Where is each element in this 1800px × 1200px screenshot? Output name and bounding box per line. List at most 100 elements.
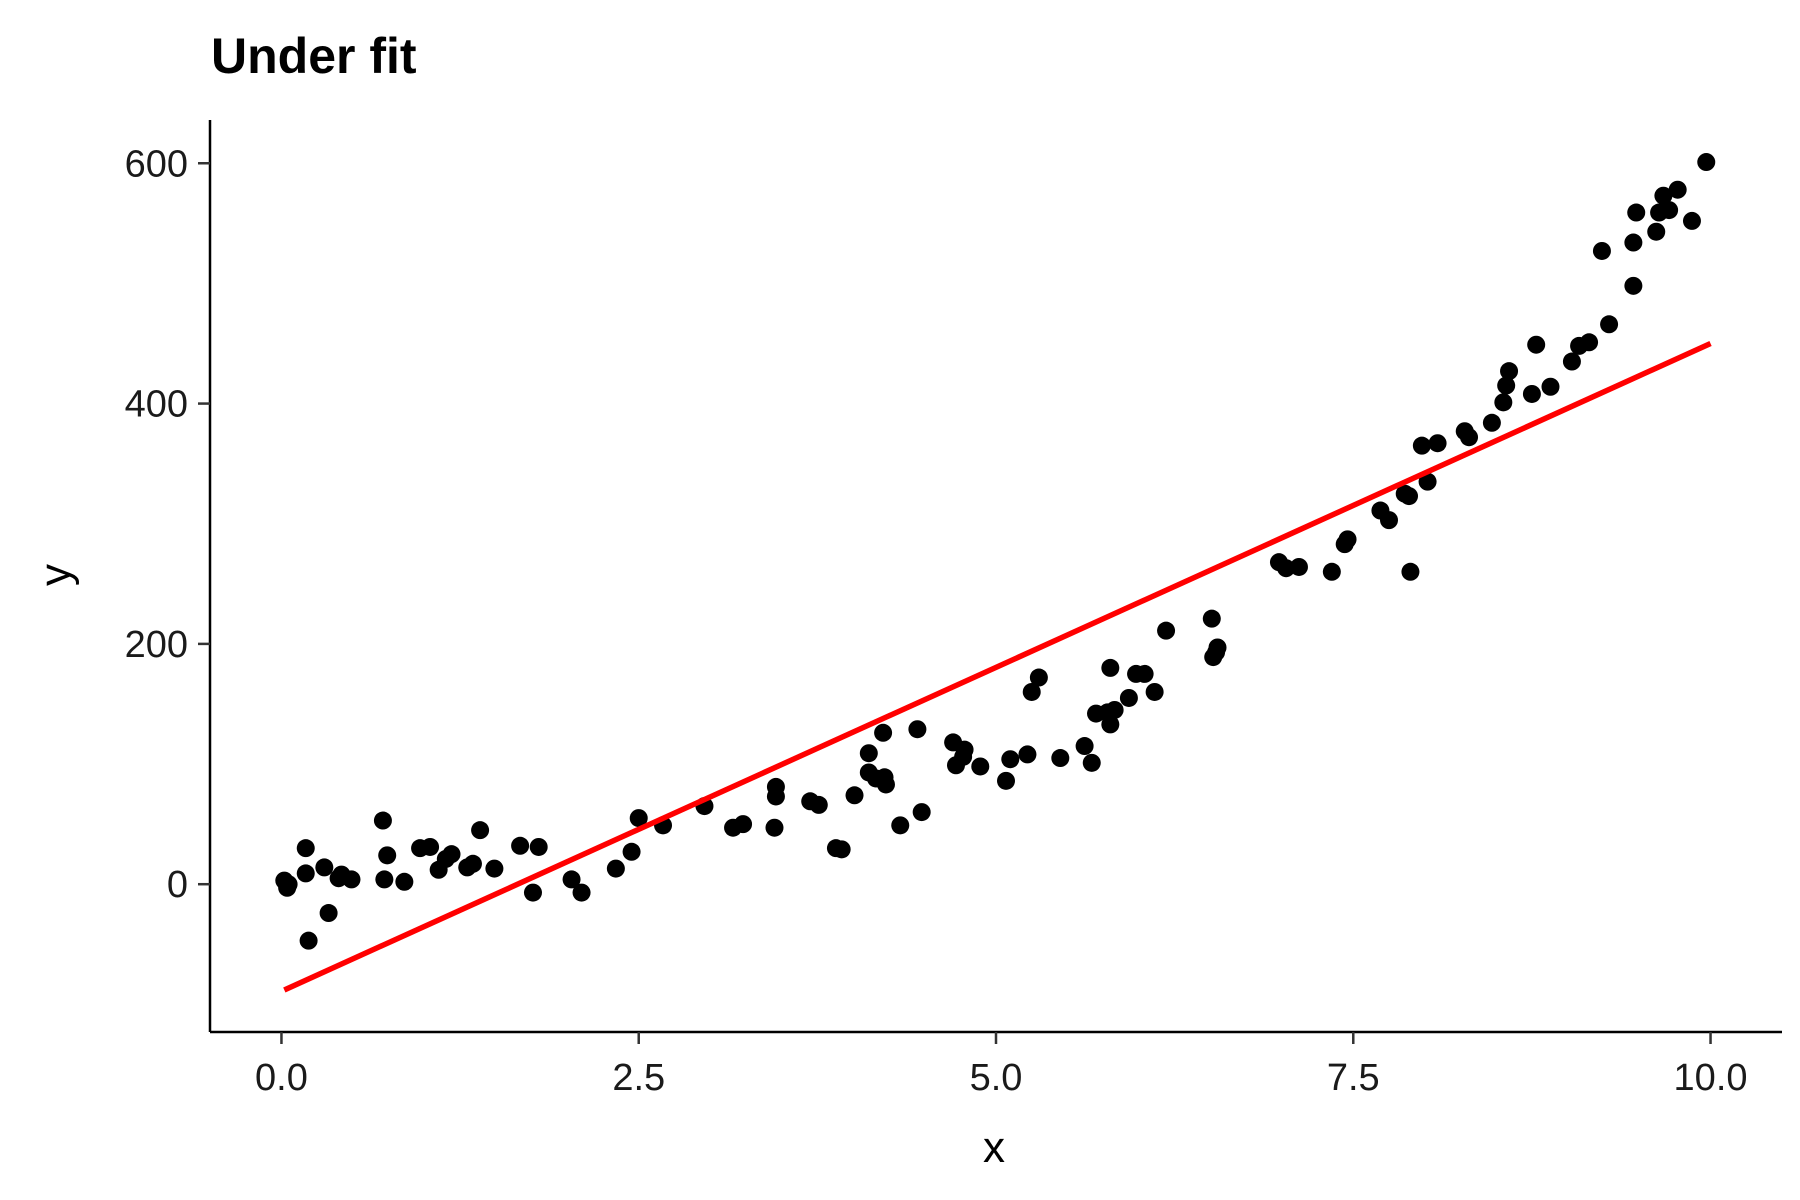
data-point: [1401, 562, 1420, 581]
data-point: [378, 846, 397, 865]
x-tick-label: 10.0: [1674, 1057, 1748, 1099]
data-point: [1018, 745, 1037, 764]
data-point: [1647, 222, 1666, 241]
data-point: [1400, 487, 1419, 506]
data-point: [296, 864, 315, 883]
x-axis-ticks: 0.0 2.5 5.0 7.5 10.0: [255, 1032, 1748, 1099]
data-point: [874, 723, 893, 742]
data-point: [1482, 413, 1501, 432]
data-point: [1119, 688, 1138, 707]
data-point: [1338, 530, 1357, 549]
data-point: [1592, 241, 1611, 260]
data-point: [908, 720, 927, 739]
y-tick-label: 600: [125, 143, 188, 185]
data-point: [1029, 668, 1048, 687]
data-point: [1145, 682, 1164, 701]
data-point: [342, 870, 361, 889]
x-tick-label: 0.0: [255, 1057, 308, 1099]
data-point: [1082, 753, 1101, 772]
data-point: [395, 872, 414, 891]
data-point: [463, 854, 482, 873]
scatter-points: [275, 153, 1716, 950]
data-point: [485, 859, 504, 878]
data-point: [891, 816, 910, 835]
data-point: [373, 811, 392, 830]
data-point: [766, 777, 785, 796]
y-tick-label: 200: [125, 624, 188, 666]
data-point: [1494, 393, 1513, 412]
data-point: [572, 883, 591, 902]
data-point: [734, 815, 753, 834]
data-point: [1289, 557, 1308, 576]
data-point: [1522, 384, 1541, 403]
y-tick-label: 400: [125, 384, 188, 426]
data-point: [1322, 562, 1341, 581]
data-point: [1654, 186, 1673, 205]
data-point: [1157, 621, 1176, 640]
data-point: [1101, 658, 1120, 677]
data-point: [1418, 472, 1437, 491]
data-point: [1562, 352, 1581, 371]
y-axis-ticks: 0 200 400 600: [125, 143, 210, 906]
fit-line: [283, 340, 1712, 993]
x-tick-label: 7.5: [1327, 1057, 1380, 1099]
data-point: [765, 818, 784, 837]
y-axis-title: y: [31, 564, 80, 586]
data-point: [629, 809, 648, 828]
data-point: [971, 757, 990, 776]
data-point: [1380, 511, 1398, 530]
x-axis-title: x: [983, 1123, 1005, 1172]
data-point: [845, 786, 864, 805]
data-point: [1697, 153, 1716, 172]
data-point: [1500, 362, 1519, 381]
data-point: [1497, 376, 1516, 395]
data-point: [1627, 203, 1646, 222]
data-point: [876, 775, 895, 794]
data-point: [955, 740, 974, 759]
data-point: [1208, 638, 1227, 657]
data-point: [1001, 750, 1020, 769]
data-point: [1580, 333, 1599, 352]
data-point: [315, 858, 334, 877]
data-point: [1135, 664, 1154, 683]
data-point: [832, 840, 851, 859]
data-point: [1668, 180, 1687, 199]
data-point: [1660, 201, 1679, 220]
data-point: [1412, 436, 1431, 455]
data-point: [296, 839, 315, 858]
data-point: [859, 744, 878, 763]
data-point: [529, 837, 548, 856]
data-point: [1527, 335, 1546, 354]
y-tick-label: 0: [167, 864, 188, 906]
data-point: [1105, 700, 1124, 719]
x-tick-label: 2.5: [612, 1057, 665, 1099]
data-point: [1460, 428, 1479, 447]
data-point: [1541, 377, 1560, 396]
fit-line-layer: [283, 340, 1712, 993]
data-point: [1202, 609, 1221, 628]
data-point: [809, 795, 828, 814]
data-point: [562, 870, 581, 889]
x-tick-label: 5.0: [970, 1057, 1023, 1099]
data-point: [511, 836, 530, 855]
data-point: [279, 875, 298, 894]
data-point: [421, 837, 440, 856]
data-point: [523, 883, 542, 902]
data-point: [471, 821, 490, 840]
data-point: [622, 842, 641, 861]
data-point: [442, 845, 461, 864]
data-point: [1682, 211, 1701, 230]
data-point: [1428, 434, 1447, 453]
data-point: [912, 803, 931, 822]
data-point: [997, 771, 1016, 790]
data-point: [606, 859, 625, 878]
chart-title: Under fit: [211, 28, 417, 84]
data-point: [299, 931, 318, 950]
data-point: [1051, 749, 1070, 768]
data-point: [1600, 315, 1619, 334]
data-point: [319, 904, 338, 923]
data-point: [1022, 682, 1041, 701]
data-point: [1624, 233, 1643, 252]
data-point: [1101, 715, 1120, 734]
